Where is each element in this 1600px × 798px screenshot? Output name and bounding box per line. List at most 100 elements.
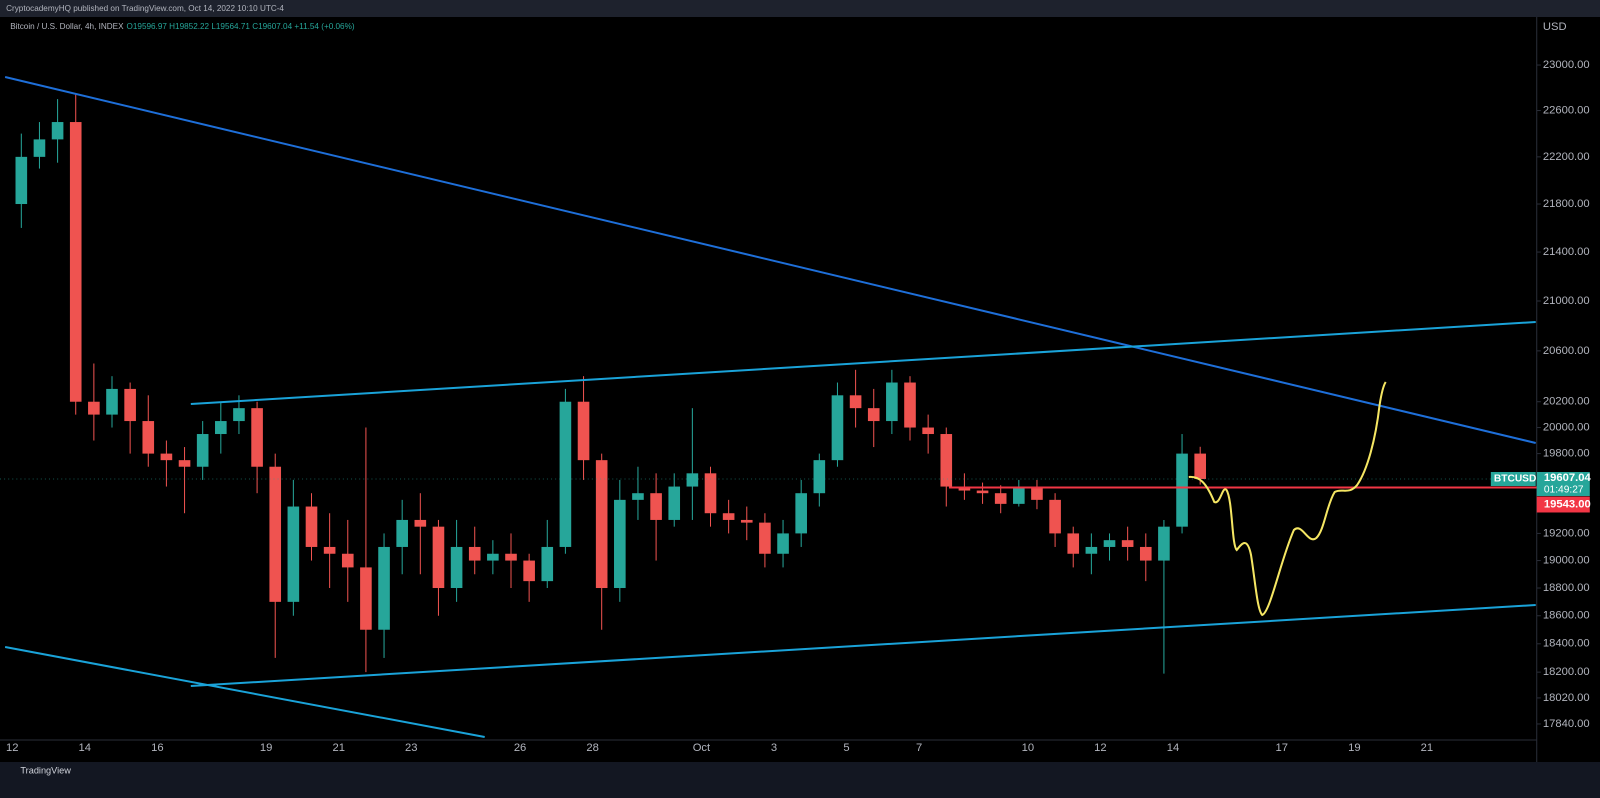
- y-tick-label: 21800.00: [1543, 198, 1590, 210]
- drawings: [4, 76, 1536, 738]
- last-price-tag: [1536, 472, 1590, 497]
- y-tick-label: 21400.00: [1543, 246, 1590, 258]
- x-tick-label: 12: [6, 742, 18, 754]
- candle-body: [759, 522, 771, 554]
- footer-bar: [0, 762, 1600, 798]
- x-tick-label: 19: [1348, 742, 1360, 754]
- candle-body: [650, 493, 662, 520]
- x-tick-label: Oct: [693, 742, 710, 754]
- candle-body: [1031, 486, 1043, 500]
- y-tick-label: 18800.00: [1543, 582, 1590, 594]
- candle-body: [1121, 540, 1134, 547]
- candle-body: [1158, 526, 1170, 561]
- candle-body: [849, 395, 862, 409]
- candle-body: [523, 560, 535, 582]
- x-tick-label: 23: [405, 742, 417, 754]
- candle-body: [487, 553, 499, 561]
- x-tick-label: 12: [1094, 742, 1106, 754]
- candle-body: [595, 460, 608, 589]
- candle-body: [178, 460, 191, 467]
- candle-body: [323, 546, 336, 554]
- candle-body: [287, 506, 300, 602]
- candle-body: [632, 493, 644, 500]
- candle-body: [1013, 486, 1025, 504]
- brand: TradingView: [20, 765, 71, 775]
- candle-body: [795, 493, 807, 534]
- y-tick-label: 19800.00: [1543, 448, 1590, 460]
- x-tick-label: 21: [1421, 742, 1433, 754]
- ohlc-summary: O19596.97 H19852.22 L19564.71 C19607.04 …: [127, 22, 355, 31]
- candle-body: [994, 493, 1007, 504]
- candle-body: [704, 473, 717, 514]
- candle-body: [813, 460, 826, 494]
- candle-body: [1049, 499, 1061, 534]
- candle-body: [1139, 546, 1152, 561]
- candle-body: [124, 388, 136, 422]
- candle-body: [1103, 540, 1116, 547]
- x-tick-label: 14: [1167, 742, 1179, 754]
- candle-body: [559, 401, 572, 547]
- y-tick-label: 20600.00: [1543, 345, 1590, 357]
- x-tick-label: 5: [843, 742, 849, 754]
- y-tick-label: 17840.00: [1543, 718, 1590, 730]
- forecast-drawing: [1188, 381, 1387, 617]
- candle-body: [904, 382, 916, 428]
- x-tick-label: 14: [79, 742, 91, 754]
- candle-body: [686, 473, 699, 487]
- trend-line: [190, 604, 1536, 687]
- candle-body: [831, 395, 844, 461]
- candle-body: [414, 519, 427, 527]
- candle-body: [1085, 546, 1098, 554]
- price-line-label: 19543.00: [1544, 498, 1591, 510]
- y-tick-label: 18400.00: [1543, 638, 1590, 650]
- candle-body: [106, 388, 118, 415]
- symbol-tag: [1490, 472, 1536, 487]
- y-tick-label: 21000.00: [1543, 295, 1590, 307]
- candle-body: [396, 519, 408, 547]
- candle-body: [1194, 453, 1206, 480]
- candle-body: [1067, 533, 1080, 554]
- symbol-title: Bitcoin / U.S. Dollar, 4h, INDEX: [10, 22, 124, 31]
- candle-body: [740, 519, 753, 523]
- y-tick-label: 18020.00: [1543, 692, 1590, 704]
- candle-body: [777, 533, 789, 554]
- trend-line: [4, 646, 485, 738]
- candle-body: [432, 526, 445, 589]
- x-tick-label: 16: [151, 742, 163, 754]
- x-tick-label: 10: [1022, 742, 1034, 754]
- y-axis-label: USD: [1543, 21, 1567, 33]
- y-tick-label: 19000.00: [1543, 555, 1590, 567]
- candle-body: [360, 567, 372, 630]
- candle-body: [450, 546, 463, 589]
- countdown-label: 01:49:27: [1544, 485, 1584, 496]
- candle-body: [722, 513, 735, 520]
- x-tick-label: 19: [260, 742, 272, 754]
- candle-body: [269, 466, 282, 602]
- trend-line: [190, 321, 1536, 405]
- x-tick-label: 26: [514, 742, 526, 754]
- candle-body: [378, 546, 390, 630]
- candle-body: [1176, 453, 1188, 527]
- price-line-tag: [1536, 496, 1590, 513]
- candle-body: [69, 122, 82, 402]
- x-tick-label: 3: [771, 742, 777, 754]
- candle-body: [958, 486, 971, 491]
- y-tick-label: 19200.00: [1543, 527, 1590, 539]
- candle-body: [886, 382, 898, 422]
- candle-body: [341, 553, 354, 568]
- publisher: CryptocademyHQ published on TradingView.…: [6, 4, 284, 13]
- candle-body: [867, 408, 880, 422]
- candle-body: [196, 434, 209, 467]
- x-tick-label: 21: [332, 742, 344, 754]
- candle-body: [976, 490, 989, 494]
- candle-body: [305, 506, 318, 547]
- candle-body: [505, 553, 517, 561]
- y-tick-label: 18600.00: [1543, 610, 1590, 622]
- candle-body: [142, 421, 155, 454]
- y-tick-label: 20000.00: [1543, 422, 1590, 434]
- candle-body: [577, 401, 590, 461]
- candle-body: [668, 486, 681, 520]
